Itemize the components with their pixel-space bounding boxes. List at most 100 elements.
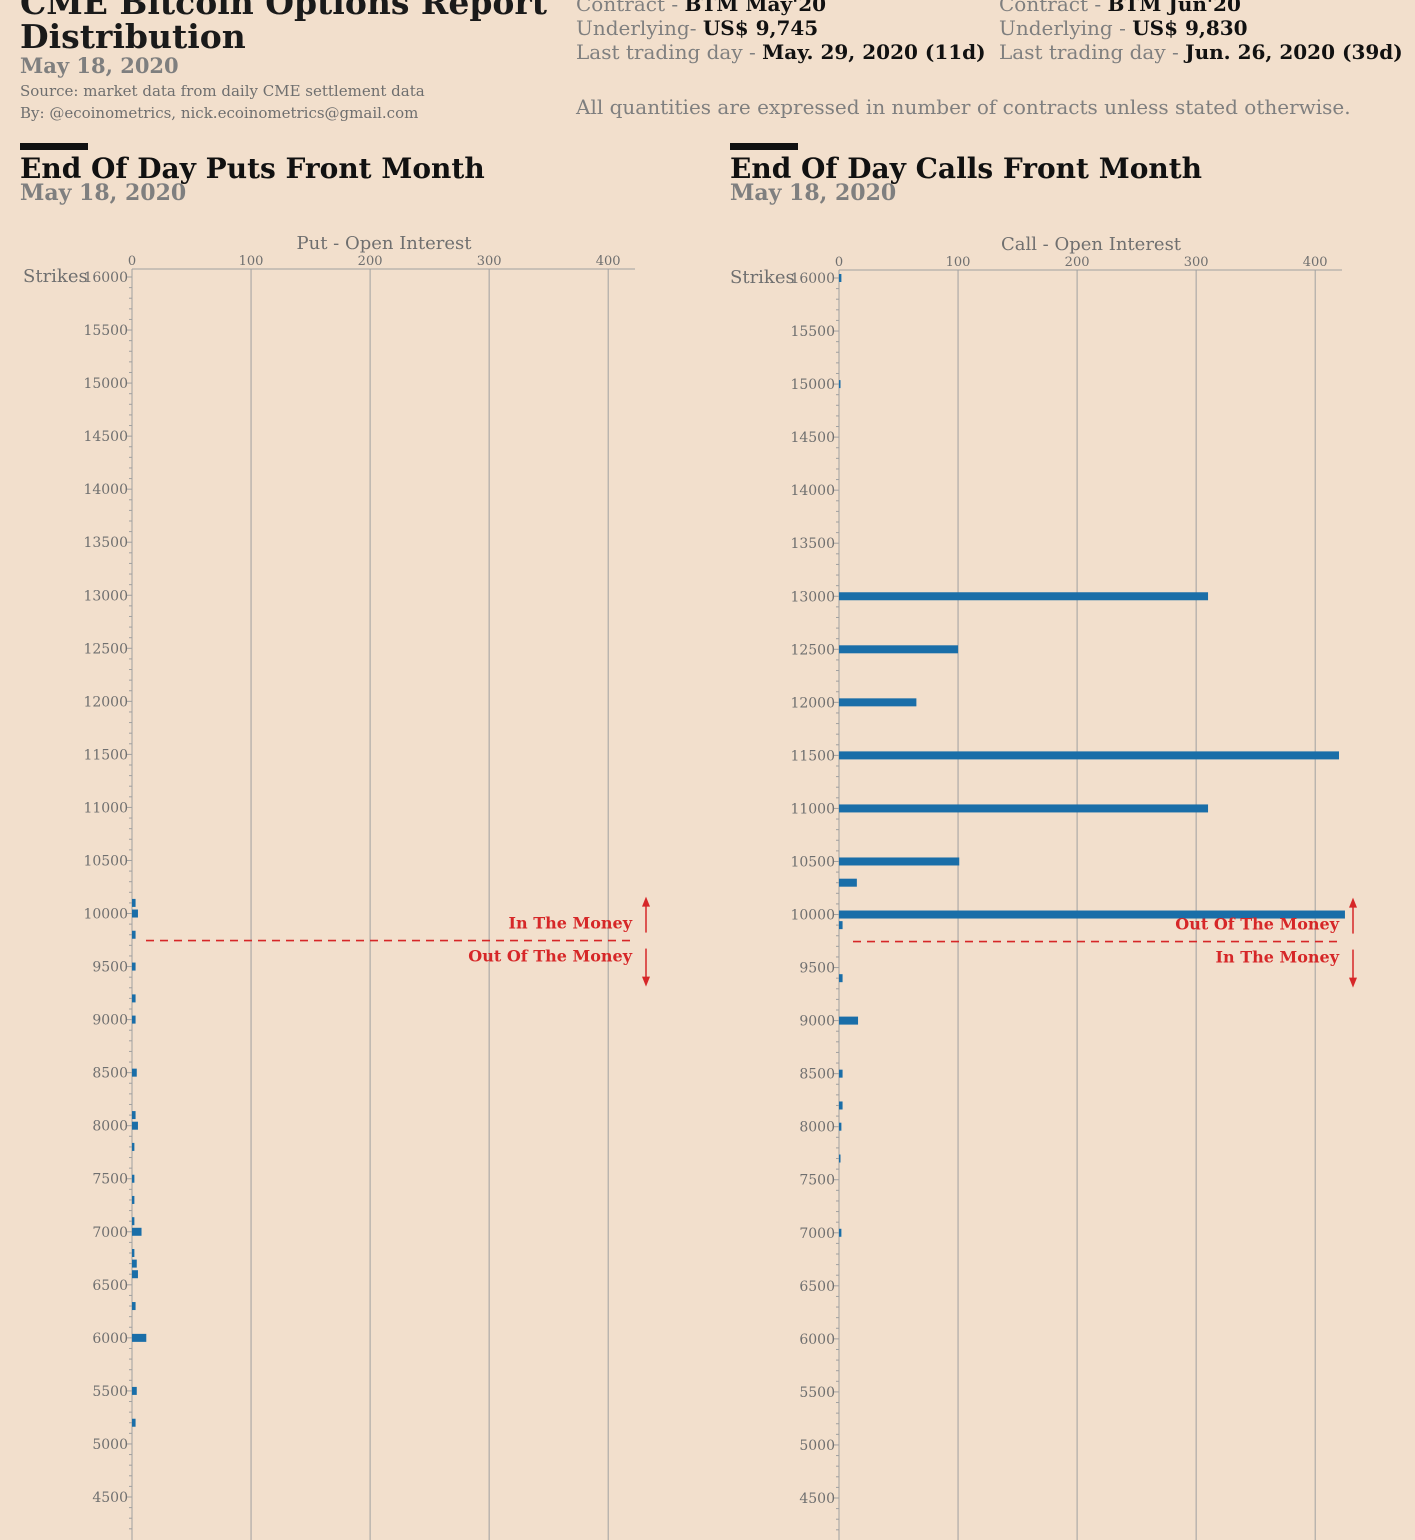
y-tick-label: 15500 bbox=[83, 323, 128, 339]
calls-chart-date: May 18, 2020 bbox=[730, 180, 897, 206]
bar-strike-9000 bbox=[132, 1015, 136, 1024]
bar-strike-12500 bbox=[839, 645, 959, 654]
y-tick-label: 5500 bbox=[799, 1385, 835, 1401]
puts-open-interest-chart: Put - Open Interest 0 100 200 300 400 16000 155… bbox=[23, 233, 650, 1540]
y-tick-label: 8500 bbox=[799, 1067, 835, 1083]
y-tick-label: 13000 bbox=[83, 588, 128, 604]
y-tick-label: 6000 bbox=[799, 1332, 835, 1348]
y-tick-label: 15000 bbox=[790, 377, 835, 393]
y-tick-label: 15500 bbox=[790, 324, 835, 340]
bar-strike-7000 bbox=[839, 1228, 842, 1237]
bar-strike-10300 bbox=[839, 878, 857, 887]
bar-strike-5200 bbox=[132, 1418, 136, 1427]
y-tick-label: 13500 bbox=[83, 535, 128, 551]
y-tick-label: 14000 bbox=[790, 483, 835, 499]
bar-strike-11000 bbox=[839, 804, 1209, 813]
bar-strike-10000 bbox=[132, 909, 138, 918]
last-trading-day-label: Last trading day - bbox=[576, 40, 763, 64]
x-tick-label: 100 bbox=[239, 254, 264, 269]
zone-label-below: Out Of The Money bbox=[468, 947, 632, 966]
x-tick-label: 200 bbox=[358, 254, 383, 269]
bar-strike-7300 bbox=[132, 1195, 135, 1204]
puts-chart-date: May 18, 2020 bbox=[20, 180, 187, 206]
bar-strike-9500 bbox=[132, 962, 136, 971]
x-tick-label: 400 bbox=[1303, 255, 1328, 270]
bar-strike-7000 bbox=[132, 1227, 142, 1236]
bar-strike-13000 bbox=[839, 592, 1209, 601]
bar-strike-11500 bbox=[839, 751, 1339, 760]
y-tick-label: 13500 bbox=[790, 536, 835, 552]
bar-strike-9800 bbox=[132, 930, 136, 939]
bar-strike-15000 bbox=[839, 380, 841, 389]
underlying-line: Underlying - US$ 9,830 bbox=[999, 16, 1403, 40]
bar-strike-7800 bbox=[132, 1142, 135, 1151]
underlying-value: US$ 9,830 bbox=[1132, 16, 1248, 40]
y-tick-label: 8500 bbox=[92, 1066, 128, 1082]
puts-chart-title: End Of Day Puts Front Month bbox=[20, 152, 485, 185]
report-title: CME Bitcoin Options Report Distribution bbox=[20, 0, 547, 54]
y-tick-label: 14000 bbox=[83, 482, 128, 498]
x-axis-label: Call - Open Interest bbox=[1001, 234, 1182, 255]
bar-strike-12000 bbox=[839, 698, 917, 707]
y-tick-label: 15000 bbox=[83, 376, 128, 392]
y-tick-label: 16000 bbox=[790, 271, 835, 287]
contract-label: Contract - bbox=[576, 0, 685, 16]
units-note: All quantities are expressed in number o… bbox=[576, 95, 1351, 119]
bar-strike-8500 bbox=[132, 1068, 137, 1077]
bar-strike-6800 bbox=[132, 1249, 135, 1257]
y-tick-label: 4500 bbox=[799, 1491, 835, 1507]
y-tick-label: 9500 bbox=[92, 960, 128, 976]
report-title-line2: Distribution bbox=[20, 17, 246, 56]
byline: By: @ecoinometrics, nick.ecoinometrics@g… bbox=[20, 104, 419, 122]
bar-strike-7100 bbox=[132, 1217, 135, 1226]
x-tick-label: 200 bbox=[1065, 255, 1090, 270]
y-tick-label: 7500 bbox=[92, 1172, 128, 1188]
bar-strike-10100 bbox=[132, 898, 136, 907]
underlying-value: US$ 9,745 bbox=[702, 16, 819, 40]
bar-strike-7700 bbox=[839, 1154, 841, 1163]
arrow-down-head bbox=[1349, 977, 1357, 988]
calls-chart-title: End Of Day Calls Front Month bbox=[730, 152, 1203, 185]
arrow-down-head bbox=[642, 976, 650, 987]
y-tick-label: 4500 bbox=[92, 1490, 128, 1506]
x-tick-label: 100 bbox=[946, 255, 971, 270]
bar-strike-9400 bbox=[839, 974, 843, 983]
x-tick-label: 0 bbox=[835, 255, 843, 270]
puts-title-accent bbox=[20, 143, 88, 150]
zone-label-above: In The Money bbox=[509, 914, 633, 933]
contract-info-may: Contract - BTM May'20 Underlying- US$ 9,… bbox=[576, 0, 986, 64]
bar-strike-5500 bbox=[132, 1386, 137, 1395]
y-tick-label: 11000 bbox=[83, 800, 128, 816]
bar-strike-9900 bbox=[839, 921, 843, 930]
last-trading-day-value: Jun. 26, 2020 (39d) bbox=[1185, 40, 1403, 64]
bar-strike-8200 bbox=[839, 1101, 843, 1110]
bar-strike-9200 bbox=[132, 994, 136, 1003]
y-tick-label: 13000 bbox=[790, 589, 835, 605]
x-tick-label: 0 bbox=[128, 254, 136, 269]
bar-strike-7500 bbox=[132, 1174, 135, 1183]
bar-strike-8100 bbox=[132, 1111, 136, 1120]
bar-strike-16000 bbox=[839, 274, 842, 282]
bar-strike-10500 bbox=[839, 857, 960, 866]
source-note: Source: market data from daily CME settl… bbox=[20, 82, 425, 100]
last-trading-day-value: May. 29, 2020 (11d) bbox=[762, 40, 986, 64]
y-tick-label: 7500 bbox=[799, 1173, 835, 1189]
y-tick-label: 7000 bbox=[799, 1226, 835, 1242]
bar-strike-6700 bbox=[132, 1259, 137, 1268]
bar-strike-8000 bbox=[132, 1121, 138, 1130]
contract-value: BTM May'20 bbox=[684, 0, 827, 16]
y-tick-label: 10000 bbox=[790, 908, 835, 924]
y-tick-label: 9500 bbox=[799, 961, 835, 977]
bar-strike-9000 bbox=[839, 1016, 859, 1025]
x-axis-label: Put - Open Interest bbox=[296, 233, 472, 254]
zone-label-below: In The Money bbox=[1216, 948, 1340, 967]
y-tick-label: 12000 bbox=[790, 695, 835, 711]
x-tick-label: 300 bbox=[1184, 255, 1209, 270]
underlying-line: Underlying- US$ 9,745 bbox=[576, 16, 986, 40]
y-tick-label: 5500 bbox=[92, 1384, 128, 1400]
y-tick-label: 8000 bbox=[92, 1119, 128, 1135]
report-date: May 18, 2020 bbox=[20, 53, 179, 78]
bar-strike-8000 bbox=[839, 1122, 842, 1131]
contract-value: BTM Jun'20 bbox=[1107, 0, 1241, 16]
y-tick-label: 9000 bbox=[799, 1014, 835, 1030]
